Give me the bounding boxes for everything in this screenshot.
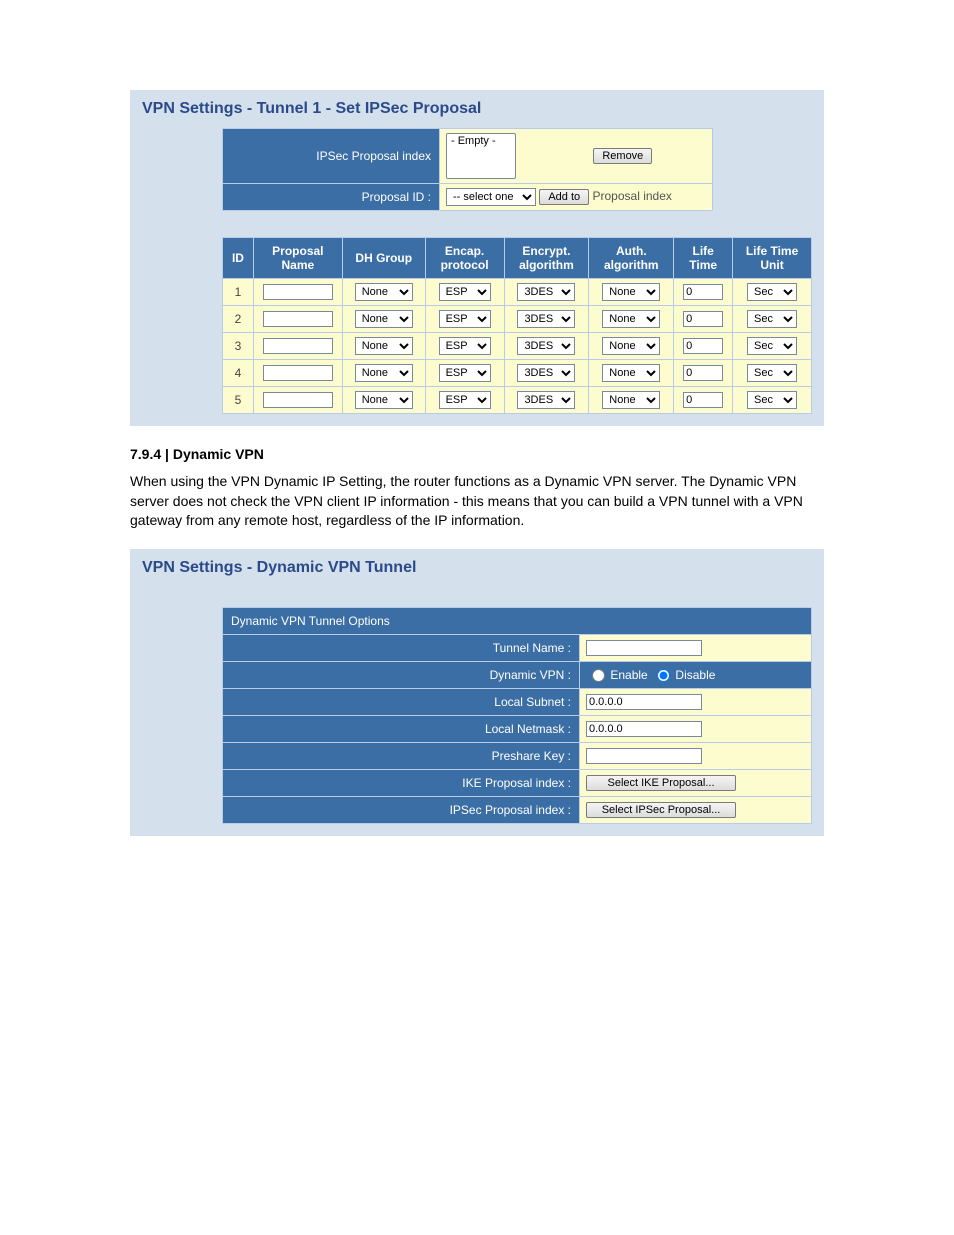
- encrypt-select[interactable]: 3DES: [517, 364, 575, 382]
- th-id: ID: [223, 238, 254, 279]
- cell-id: 2: [223, 306, 254, 333]
- encrypt-select[interactable]: 3DES: [517, 283, 575, 301]
- proposal-id-label: Proposal ID :: [223, 184, 440, 211]
- table-row: 2 None ESP 3DES None Sec: [223, 306, 812, 333]
- dynamic-vpn-panel: VPN Settings - Dynamic VPN Tunnel Dynami…: [130, 549, 824, 836]
- life-time-input[interactable]: [683, 311, 723, 327]
- life-unit-select[interactable]: Sec: [747, 391, 797, 409]
- cell-id: 4: [223, 360, 254, 387]
- proposal-name-input[interactable]: [263, 392, 333, 408]
- select-ipsec-button[interactable]: Select IPSec Proposal...: [586, 802, 736, 818]
- encrypt-select[interactable]: 3DES: [517, 310, 575, 328]
- encap-select[interactable]: ESP: [439, 283, 491, 301]
- life-time-input[interactable]: [683, 338, 723, 354]
- cell-id: 5: [223, 387, 254, 414]
- proposal-name-input[interactable]: [263, 365, 333, 381]
- local-subnet-label: Local Subnet :: [223, 688, 580, 715]
- section-body: When using the VPN Dynamic IP Setting, t…: [130, 472, 824, 531]
- dh-group-select[interactable]: None: [355, 337, 413, 355]
- life-time-input[interactable]: [683, 284, 723, 300]
- table-row: 4 None ESP 3DES None Sec: [223, 360, 812, 387]
- enable-label: Enable: [610, 668, 647, 682]
- th-dh: DH Group: [342, 238, 425, 279]
- life-unit-select[interactable]: Sec: [747, 364, 797, 382]
- disable-radio[interactable]: [657, 669, 670, 682]
- table-row: 1 None ESP 3DES None Sec: [223, 279, 812, 306]
- dh-group-select[interactable]: None: [355, 364, 413, 382]
- proposal-name-input[interactable]: [263, 338, 333, 354]
- ipsec-index-listbox[interactable]: - Empty -: [446, 133, 516, 179]
- cell-id: 1: [223, 279, 254, 306]
- ike-index-label: IKE Proposal index :: [223, 769, 580, 796]
- tunnel-name-input[interactable]: [586, 640, 702, 656]
- encap-select[interactable]: ESP: [439, 364, 491, 382]
- preshare-key-input[interactable]: [586, 748, 702, 764]
- table-row: 3 None ESP 3DES None Sec: [223, 333, 812, 360]
- encap-select[interactable]: ESP: [439, 337, 491, 355]
- section-heading: 7.9.4 | Dynamic VPN: [130, 446, 824, 462]
- preshare-key-label: Preshare Key :: [223, 742, 580, 769]
- panel2-title: VPN Settings - Dynamic VPN Tunnel: [142, 559, 812, 577]
- life-unit-select[interactable]: Sec: [747, 337, 797, 355]
- encrypt-select[interactable]: 3DES: [517, 391, 575, 409]
- local-netmask-label: Local Netmask :: [223, 715, 580, 742]
- life-unit-select[interactable]: Sec: [747, 283, 797, 301]
- local-netmask-input[interactable]: [586, 721, 702, 737]
- proposal-name-input[interactable]: [263, 284, 333, 300]
- enable-radio[interactable]: [592, 669, 605, 682]
- dh-group-select[interactable]: None: [355, 391, 413, 409]
- th-life: Life Time: [674, 238, 733, 279]
- auth-select[interactable]: None: [602, 364, 660, 382]
- dh-group-select[interactable]: None: [355, 283, 413, 301]
- auth-select[interactable]: None: [602, 337, 660, 355]
- ipsec-index-option-empty[interactable]: - Empty -: [449, 135, 513, 149]
- select-ike-button[interactable]: Select IKE Proposal...: [586, 775, 736, 791]
- encrypt-select[interactable]: 3DES: [517, 337, 575, 355]
- th-unit: Life Time Unit: [733, 238, 812, 279]
- dh-group-select[interactable]: None: [355, 310, 413, 328]
- life-time-input[interactable]: [683, 392, 723, 408]
- auth-select[interactable]: None: [602, 310, 660, 328]
- th-name: Proposal Name: [253, 238, 342, 279]
- table-row: 5 None ESP 3DES None Sec: [223, 387, 812, 414]
- ipsec-index-label: IPSec Proposal index: [223, 129, 440, 184]
- ipsec-index-label2: IPSec Proposal index :: [223, 796, 580, 823]
- life-time-input[interactable]: [683, 365, 723, 381]
- cell-id: 3: [223, 333, 254, 360]
- dynamic-vpn-label: Dynamic VPN :: [223, 661, 580, 688]
- options-header: Dynamic VPN Tunnel Options: [223, 607, 812, 634]
- encap-select[interactable]: ESP: [439, 310, 491, 328]
- life-unit-select[interactable]: Sec: [747, 310, 797, 328]
- disable-label: Disable: [675, 668, 715, 682]
- proposal-name-input[interactable]: [263, 311, 333, 327]
- th-encrypt: Encrypt. algorithm: [504, 238, 589, 279]
- proposal-table: ID Proposal Name DH Group Encap. protoco…: [222, 237, 812, 414]
- auth-select[interactable]: None: [602, 391, 660, 409]
- ipsec-proposal-panel: VPN Settings - Tunnel 1 - Set IPSec Prop…: [130, 90, 824, 426]
- th-encap: Encap. protocol: [425, 238, 504, 279]
- proposal-id-select[interactable]: -- select one --: [446, 188, 536, 206]
- auth-select[interactable]: None: [602, 283, 660, 301]
- addto-suffix: Proposal index: [593, 189, 672, 203]
- remove-button[interactable]: Remove: [593, 148, 652, 164]
- add-to-button[interactable]: Add to: [539, 189, 589, 205]
- panel1-title: VPN Settings - Tunnel 1 - Set IPSec Prop…: [142, 100, 812, 118]
- encap-select[interactable]: ESP: [439, 391, 491, 409]
- th-auth: Auth. algorithm: [589, 238, 674, 279]
- tunnel-name-label: Tunnel Name :: [223, 634, 580, 661]
- local-subnet-input[interactable]: [586, 694, 702, 710]
